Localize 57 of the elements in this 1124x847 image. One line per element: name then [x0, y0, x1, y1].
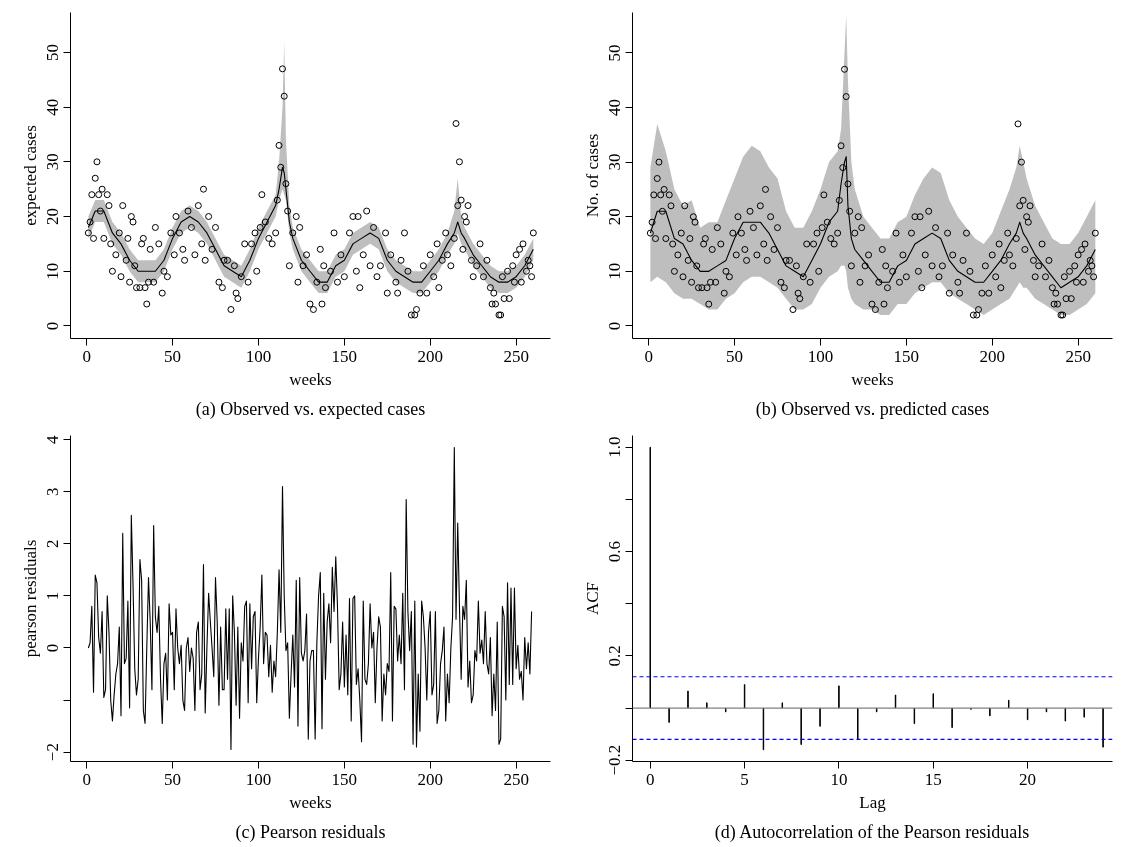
y-tick-label: 40 — [43, 98, 63, 116]
y-axis-title: ACF — [582, 581, 602, 616]
x-tick-label: 200 — [417, 346, 443, 366]
x-tick-label: 150 — [331, 769, 358, 789]
y-tick-label: 0.6 — [605, 540, 625, 563]
x-axis-title: weeks — [289, 792, 332, 812]
x-tick-label: 150 — [893, 346, 920, 366]
text: (d) Autocorrelation of the Pearson residuals — [714, 821, 1030, 843]
y-tick-label: −0.2 — [605, 744, 625, 776]
x-tick-label: 0 — [644, 346, 653, 366]
y-tick-label: 0 — [43, 321, 63, 331]
x-tick-label: 250 — [503, 769, 529, 789]
x-tick-label: 250 — [1065, 346, 1091, 366]
y-axis-title: expected cases — [20, 125, 40, 226]
y-tick-label: 40 — [605, 99, 625, 117]
x-tick-label: 200 — [979, 346, 1005, 366]
y-tick-label: 30 — [43, 153, 63, 171]
x-axis-title: weeks — [289, 369, 332, 389]
text: (a) Observed vs. expected cases — [195, 398, 426, 420]
y-tick-label: 0.2 — [605, 645, 625, 667]
x-axis-title: weeks — [851, 369, 894, 389]
x-axis-title: Lag — [859, 792, 887, 812]
x-tick-label: 100 — [245, 769, 272, 789]
x-tick-label: 0 — [82, 769, 91, 789]
y-tick-label: 4 — [43, 434, 63, 444]
x-tick-label: 10 — [830, 769, 848, 789]
x-tick-label: 50 — [164, 769, 182, 789]
x-tick-label: 15 — [924, 769, 942, 789]
x-tick-label: 0 — [645, 769, 655, 789]
y-tick-label: 10 — [605, 262, 625, 280]
y-tick-label: 20 — [43, 208, 63, 226]
y-tick-label: 50 — [43, 43, 63, 61]
x-tick-label: 100 — [807, 346, 834, 366]
x-tick-label: 50 — [726, 346, 744, 366]
y-tick-label: 1 — [43, 591, 63, 601]
y-tick-label: 20 — [605, 208, 625, 226]
x-tick-label: 200 — [417, 769, 443, 789]
x-tick-label: 50 — [164, 346, 182, 366]
y-tick-label: 50 — [605, 44, 625, 62]
y-axis-title: pearson residuals — [20, 539, 40, 658]
x-tick-label: 20 — [1019, 769, 1037, 789]
y-tick-label: 1.0 — [605, 436, 625, 458]
x-tick-label: 0 — [82, 346, 91, 366]
text: (c) Pearson residuals — [235, 821, 386, 843]
y-tick-label: 0 — [605, 321, 625, 331]
y-tick-label: 3 — [43, 487, 63, 496]
text: (b) Observed vs. predicted cases — [755, 398, 990, 420]
y-tick-label: 30 — [605, 153, 625, 171]
x-tick-label: 150 — [331, 346, 358, 366]
x-tick-label: 250 — [503, 346, 529, 366]
x-tick-label: 5 — [740, 769, 749, 789]
y-tick-label: 2 — [43, 539, 63, 549]
y-axis-title: No. of cases — [582, 133, 602, 218]
y-tick-label: 10 — [43, 262, 63, 280]
x-tick-label: 100 — [245, 346, 272, 366]
y-tick-label: −2 — [43, 743, 63, 762]
y-tick-label: 0 — [43, 643, 63, 653]
